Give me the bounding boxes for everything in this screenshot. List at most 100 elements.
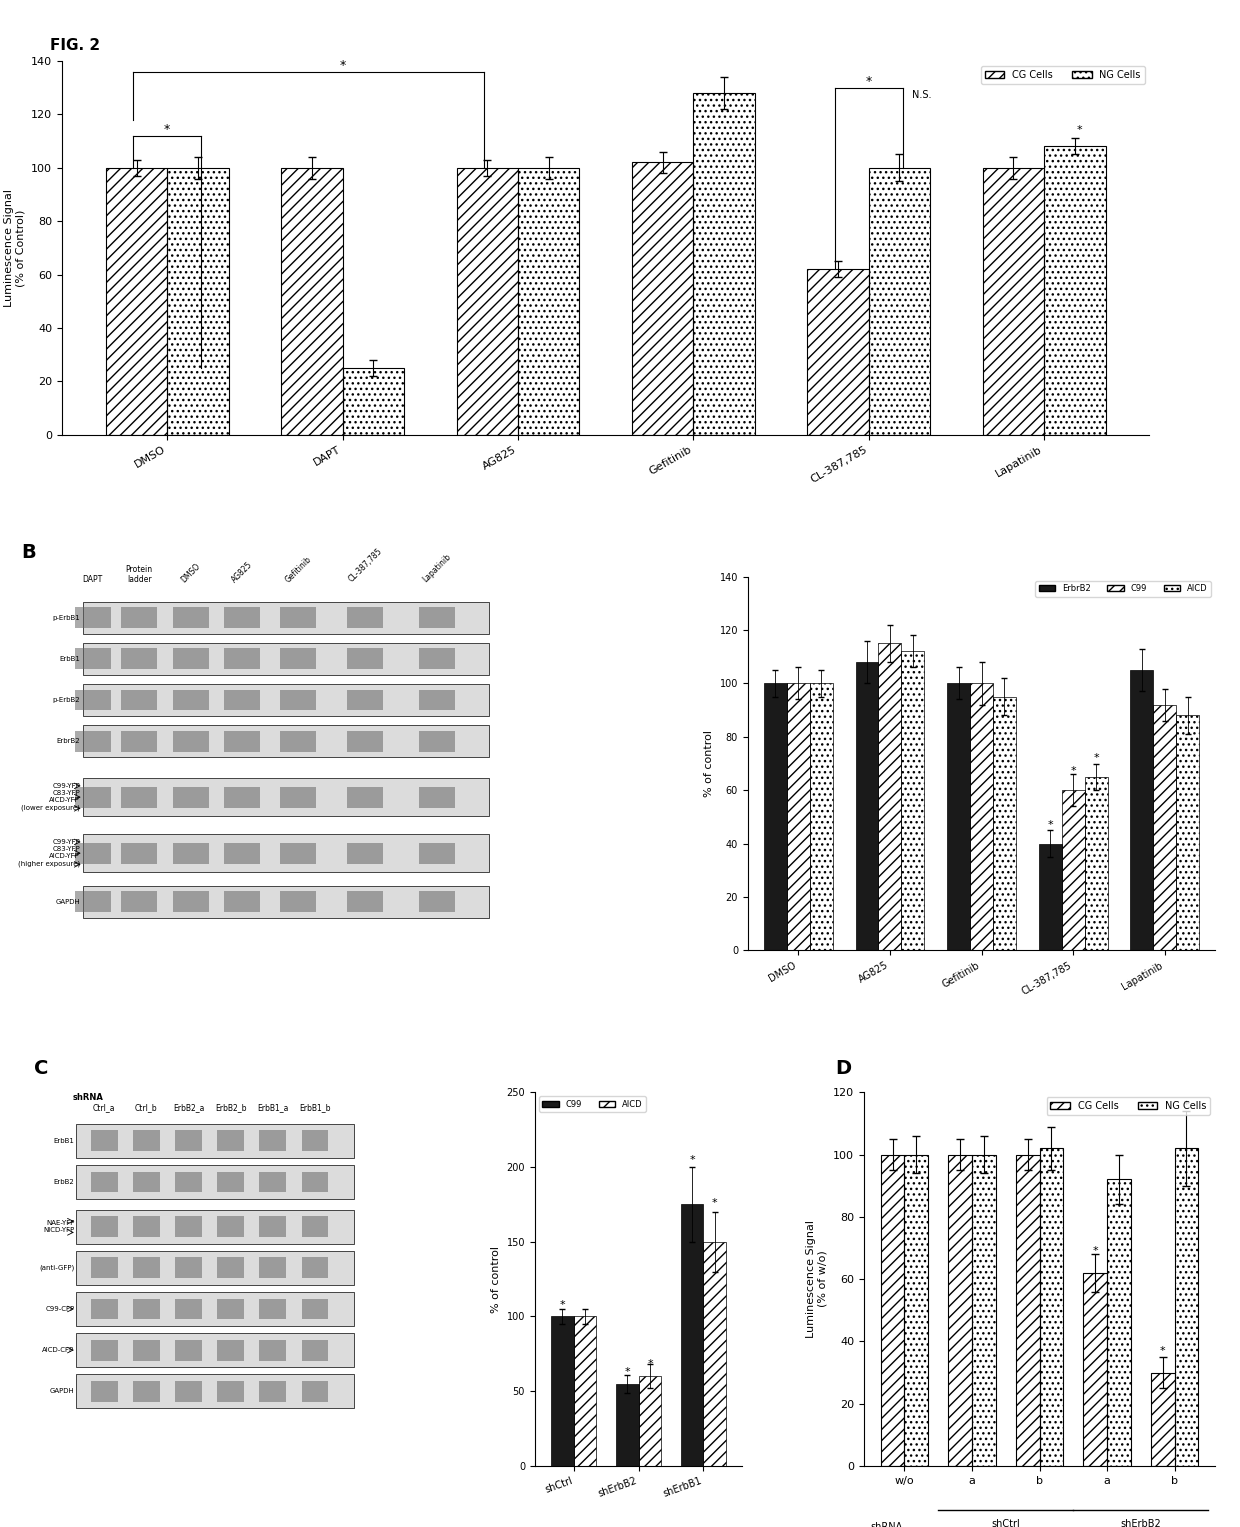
Bar <box>574 1316 596 1466</box>
Text: B: B <box>21 544 36 562</box>
Text: shRNA: shRNA <box>73 1093 103 1102</box>
Bar <box>122 843 157 864</box>
Text: *: * <box>340 60 346 72</box>
Bar <box>83 725 489 757</box>
Bar <box>76 1333 353 1367</box>
Text: Lapatinib: Lapatinib <box>422 553 453 585</box>
Bar <box>224 608 260 628</box>
Bar <box>217 1171 244 1193</box>
Bar <box>347 690 383 710</box>
Bar <box>993 696 1016 950</box>
Text: ErbB1: ErbB1 <box>53 1138 74 1144</box>
Text: *: * <box>164 124 170 136</box>
Bar <box>419 730 455 751</box>
Text: GAPDH: GAPDH <box>56 899 81 904</box>
Bar <box>693 93 755 435</box>
Bar <box>970 684 993 950</box>
Text: p-ErbB1: p-ErbB1 <box>52 615 81 621</box>
Text: DMSO: DMSO <box>179 562 202 585</box>
Bar <box>347 786 383 808</box>
Text: CL-387,785: CL-387,785 <box>347 547 384 585</box>
Bar <box>259 1257 286 1278</box>
Bar <box>133 1339 160 1361</box>
Bar <box>632 162 693 435</box>
Bar <box>1153 705 1177 950</box>
Bar <box>172 730 208 751</box>
Bar <box>347 892 383 912</box>
Bar <box>83 684 489 716</box>
Bar <box>175 1298 202 1319</box>
Bar <box>639 1376 661 1466</box>
Text: *: * <box>1184 1099 1189 1110</box>
Bar <box>764 684 787 950</box>
Bar <box>217 1298 244 1319</box>
Bar <box>172 690 208 710</box>
Text: Ctrl_a: Ctrl_a <box>93 1102 115 1112</box>
Bar <box>224 649 260 669</box>
Text: p-ErbB2: p-ErbB2 <box>52 696 81 702</box>
Y-axis label: % of control: % of control <box>704 730 714 797</box>
Bar <box>347 843 383 864</box>
Bar <box>419 690 455 710</box>
Y-axis label: Luminescence Signal
(% of w/o): Luminescence Signal (% of w/o) <box>806 1220 827 1338</box>
Bar <box>259 1380 286 1402</box>
Bar <box>880 1154 904 1466</box>
Bar <box>91 1217 118 1237</box>
Text: N.S.: N.S. <box>911 90 931 101</box>
Bar <box>217 1257 244 1278</box>
Bar <box>280 786 316 808</box>
Bar <box>74 786 110 808</box>
Legend: C99, AICD: C99, AICD <box>539 1096 646 1112</box>
Bar <box>74 690 110 710</box>
Bar <box>224 690 260 710</box>
Bar <box>217 1380 244 1402</box>
Bar <box>301 1217 329 1237</box>
Bar <box>347 730 383 751</box>
Bar <box>217 1130 244 1151</box>
Bar <box>172 608 208 628</box>
Text: Ctrl_b: Ctrl_b <box>135 1102 157 1112</box>
Bar <box>91 1380 118 1402</box>
Bar <box>76 1124 353 1157</box>
Bar <box>133 1380 160 1402</box>
Bar <box>172 892 208 912</box>
Bar <box>74 892 110 912</box>
Bar <box>259 1171 286 1193</box>
Bar <box>1016 1154 1039 1466</box>
Text: AG825: AG825 <box>229 560 254 585</box>
Bar <box>122 649 157 669</box>
Bar <box>280 608 316 628</box>
Bar <box>133 1257 160 1278</box>
Bar <box>83 834 489 872</box>
Text: C: C <box>33 1058 48 1078</box>
Bar <box>1131 670 1153 950</box>
Bar <box>342 368 404 435</box>
Legend: ErbrB2, C99, AICD: ErbrB2, C99, AICD <box>1035 580 1211 597</box>
Bar <box>122 730 157 751</box>
Bar <box>419 786 455 808</box>
Text: C99-YFP
C83-YFP
AICD-YFP
(higher exposure): C99-YFP C83-YFP AICD-YFP (higher exposur… <box>17 840 81 867</box>
Text: ErbB1_a: ErbB1_a <box>257 1102 289 1112</box>
Text: *: * <box>1076 125 1083 134</box>
Bar <box>551 1316 574 1466</box>
Text: *: * <box>1094 753 1099 764</box>
Bar <box>616 1383 639 1466</box>
Text: *: * <box>1048 820 1053 829</box>
Text: *: * <box>712 1197 718 1208</box>
Bar <box>122 690 157 710</box>
Text: C99-CFP: C99-CFP <box>45 1306 74 1312</box>
Bar <box>901 652 924 950</box>
Bar <box>949 1154 972 1466</box>
Text: AICD-CFP: AICD-CFP <box>42 1347 74 1353</box>
Bar <box>456 168 518 435</box>
Bar <box>91 1257 118 1278</box>
Bar <box>301 1339 329 1361</box>
Bar <box>301 1298 329 1319</box>
Bar <box>133 1298 160 1319</box>
Bar <box>259 1298 286 1319</box>
Bar <box>281 168 342 435</box>
Bar <box>259 1217 286 1237</box>
Bar <box>1174 1148 1198 1466</box>
Bar <box>419 608 455 628</box>
Bar <box>224 843 260 864</box>
